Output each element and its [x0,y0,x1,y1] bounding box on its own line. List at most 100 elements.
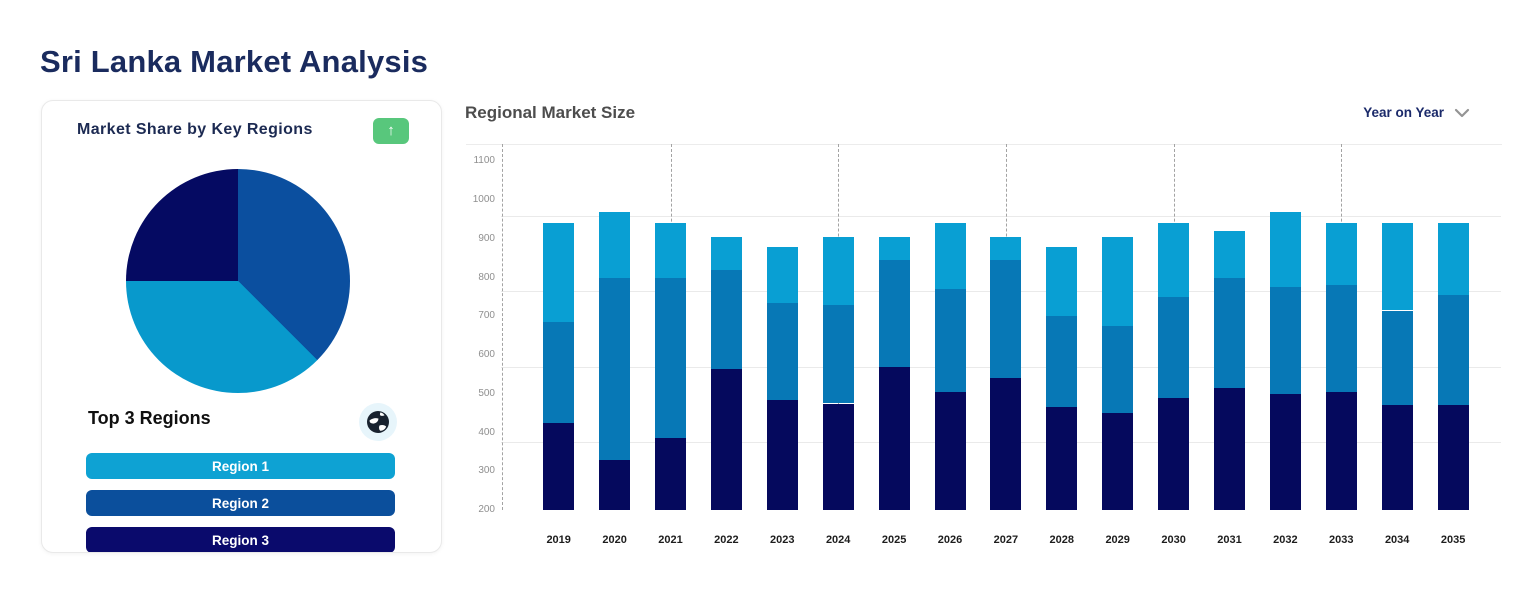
y-axis-label: 800 [478,271,495,283]
bar-2034-stack-middle[interactable] [1381,310,1413,406]
page-title: Sri Lanka Market Analysis [40,44,429,79]
y-axis-label: 1000 [472,194,495,206]
bar-2025-stack-top[interactable] [878,237,910,261]
y-axis-label: 900 [478,232,495,244]
bar-2025-stack-bottom[interactable] [878,366,910,510]
bar-2026-stack-top[interactable] [934,223,966,290]
bar-2030-stack-bottom[interactable] [1158,397,1190,510]
x-axis-label: 2026 [937,534,963,546]
bar-2029-stack-top[interactable] [1102,237,1134,327]
globe-icon [359,403,397,441]
bar-2028-stack-middle[interactable] [1046,316,1078,408]
bar-2030-stack-middle[interactable] [1158,297,1190,398]
bar-2026-stack-bottom[interactable] [934,391,966,510]
bar-2019-stack-top[interactable] [543,223,575,323]
gridline-vertical-dashed [501,144,503,510]
bar-2031-stack-middle[interactable] [1214,277,1245,388]
bar-2022-stack-top[interactable] [710,237,742,270]
market-share-card-title: Market Share by Key Regions [77,121,313,138]
bar-2032-stack-top[interactable] [1269,211,1301,288]
bar-2031-stack-bottom[interactable] [1214,388,1245,510]
bar-2032-stack-middle[interactable] [1269,287,1301,394]
region-legend: Region 1 Region 2 Region 3 [86,453,395,552]
x-axis-label: 2032 [1273,534,1298,546]
y-axis-label: 1100 [473,155,495,167]
x-axis-label: 2019 [546,534,571,546]
regional-market-size-panel: Regional Market Size Year on Year 200 300… [465,99,1526,569]
bar-2027-stack-bottom[interactable] [990,378,1022,510]
bar-2034-stack-top[interactable] [1381,223,1413,311]
chevron-down-icon [1454,108,1470,117]
bar-2027-stack-top[interactable] [990,237,1022,261]
bar-2026-stack-middle[interactable] [934,289,966,392]
y-axis-label: 700 [478,310,495,322]
x-axis-label: 2022 [714,534,739,546]
bar-2033-stack-top[interactable] [1325,223,1357,286]
market-share-card: Market Share by Key Regions ↑ Top 3 Regi… [41,100,442,553]
stacked-bar-chart: 200 300 400 500 600 700 800 900 1000 1100 2019 2020… [473,144,1501,546]
y-axis-label: 400 [478,426,495,438]
gridline-horizontal [501,215,1501,217]
x-axis-label: 2027 [993,534,1019,546]
bar-2020-stack-middle[interactable] [599,277,631,460]
bar-2019-stack-bottom[interactable] [543,422,575,510]
bar-2028-stack-bottom[interactable] [1046,407,1078,510]
pie-subtitle: Top 3 Regions [88,408,211,428]
bar-2019-stack-middle[interactable] [543,322,575,423]
bar-2021-stack-middle[interactable] [655,277,686,439]
bar-2029-stack-bottom[interactable] [1102,413,1134,510]
x-axis-label: 2035 [1440,534,1466,546]
arrow-up-icon: ↑ [387,122,395,139]
bar-2021-stack-bottom[interactable] [655,438,686,510]
region-button-2[interactable]: Region 2 [86,490,395,516]
bar-2020-stack-top[interactable] [599,211,631,278]
bar-2030-stack-top[interactable] [1158,223,1190,297]
bar-2023-stack-top[interactable] [766,246,798,303]
bar-2023-stack-bottom[interactable] [766,399,798,510]
bar-2024-stack-bottom[interactable] [822,403,854,510]
y-axis-label: 300 [478,465,495,477]
chart-top-border [466,144,1502,145]
bar-2027-stack-middle[interactable] [990,260,1022,379]
bar-2035-stack-top[interactable] [1437,223,1469,296]
x-axis-label: 2023 [770,534,795,546]
x-axis-label: 2029 [1105,534,1130,546]
bar-2029-stack-middle[interactable] [1102,326,1134,414]
y-axis-label: 500 [478,387,495,399]
period-dropdown-label: Year on Year [1363,105,1444,120]
bar-2022-stack-bottom[interactable] [710,368,742,510]
y-axis-label: 600 [478,349,495,361]
x-axis-label: 2030 [1161,534,1186,546]
bar-2035-stack-middle[interactable] [1437,295,1469,406]
trend-up-button[interactable]: ↑ [373,118,409,144]
bar-2034-stack-bottom[interactable] [1381,405,1413,510]
bar-2035-stack-bottom[interactable] [1437,405,1469,510]
region-button-1[interactable]: Region 1 [86,453,395,479]
bar-2033-stack-bottom[interactable] [1325,391,1357,510]
x-axis-label: 2033 [1329,534,1354,546]
bar-2032-stack-bottom[interactable] [1269,393,1301,510]
y-axis-label: 200 [478,504,495,515]
bar-2028-stack-top[interactable] [1046,246,1078,317]
region-button-3[interactable]: Region 3 [86,527,395,552]
bar-2022-stack-middle[interactable] [710,269,742,369]
bar-2024-stack-middle[interactable] [822,304,854,404]
period-dropdown[interactable]: Year on Year [1363,105,1470,120]
x-axis-label: 2021 [658,534,683,546]
pie-chart[interactable] [126,169,350,393]
bar-2025-stack-middle[interactable] [878,260,910,367]
bar-2024-stack-top[interactable] [822,237,854,305]
bar-2023-stack-middle[interactable] [766,302,798,400]
x-axis-label: 2028 [1049,534,1075,546]
x-axis-label: 2031 [1217,534,1242,546]
x-axis-label: 2034 [1384,534,1410,546]
x-axis-label: 2024 [825,534,851,546]
chart-title: Regional Market Size [465,103,636,122]
bar-2033-stack-middle[interactable] [1325,285,1357,392]
x-axis-label: 2025 [881,534,907,546]
x-axis-label: 2020 [602,534,627,546]
bar-2020-stack-bottom[interactable] [599,459,631,510]
bar-2021-stack-top[interactable] [655,223,686,278]
bar-2031-stack-top[interactable] [1214,231,1245,278]
